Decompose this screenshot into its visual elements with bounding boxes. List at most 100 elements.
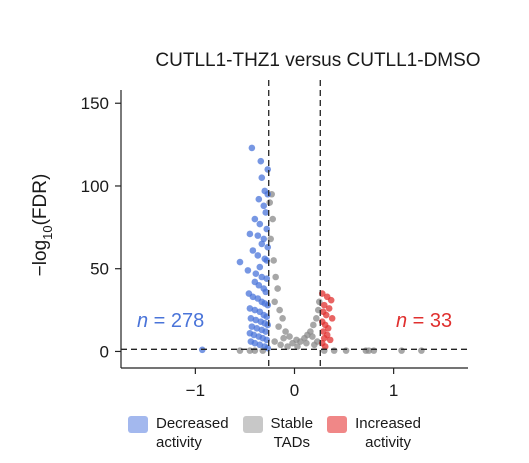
point-stable-23	[315, 298, 323, 306]
point-decreased-1	[257, 157, 265, 165]
point-stable-4	[270, 257, 277, 264]
point-stable-10	[275, 323, 282, 330]
point-stable-12	[286, 333, 293, 340]
point-stable-1	[266, 199, 274, 206]
point-stable-31	[314, 338, 321, 345]
point-stable-28	[277, 341, 284, 349]
point-decreased-48	[253, 324, 261, 332]
point-stable-16	[289, 339, 296, 347]
point-decreased-13	[254, 232, 262, 239]
point-decreased-50	[262, 328, 270, 335]
point-decreased-38	[251, 306, 259, 314]
point-decreased-14	[260, 235, 268, 243]
x-tick-label-0: −1	[186, 381, 205, 400]
point-decreased-47	[248, 323, 256, 330]
legend-label-stable: Stable TADs	[270, 415, 314, 451]
legend-label-increased: Increased activity	[355, 415, 421, 451]
point-decreased-43	[252, 316, 260, 324]
point-decreased-37	[246, 305, 254, 312]
point-stable-32	[236, 347, 244, 354]
chart-title: CUTLL1-THZ1 versus CUTLL1-DMSO	[155, 50, 480, 71]
legend-swatch-increased	[327, 416, 348, 433]
legend-item-stable: Stable TADs	[242, 414, 314, 452]
point-decreased-23	[244, 267, 252, 274]
annotation-left-count: n = 278	[137, 310, 204, 332]
point-decreased-16	[264, 243, 272, 251]
point-decreased-32	[249, 293, 257, 301]
point-stable-26	[294, 343, 301, 350]
point-increased-6	[322, 311, 330, 319]
point-stable-19	[307, 328, 314, 335]
point-decreased-0	[248, 144, 256, 152]
axes-layer: 0 50 100 150 −1 0 1	[81, 80, 468, 400]
point-stable-40	[398, 347, 405, 354]
point-decreased-46	[264, 321, 272, 329]
point-stable-7	[271, 298, 278, 306]
y-axis-label-main: −log	[30, 240, 51, 276]
point-stable-39	[370, 347, 378, 354]
point-stable-24	[309, 333, 316, 340]
point-increased-10	[324, 324, 332, 332]
point-decreased-57	[251, 339, 259, 347]
point-stable-25	[303, 339, 310, 347]
point-increased-3	[320, 301, 328, 309]
point-decreased-36	[264, 301, 272, 309]
point-decreased-6	[255, 195, 263, 203]
point-stable-9	[279, 315, 286, 322]
point-decreased-25	[258, 273, 266, 281]
point-decreased-17	[249, 247, 257, 254]
legend-swatch-stable	[242, 416, 263, 433]
point-decreased-42	[247, 315, 255, 322]
y-tick-label-1: 50	[90, 260, 109, 279]
point-decreased-52	[250, 331, 258, 339]
point-stable-38	[365, 347, 373, 354]
point-decreased-60	[264, 344, 272, 352]
points-layer	[198, 144, 425, 354]
point-decreased-28	[255, 281, 263, 289]
point-increased-16	[321, 343, 329, 350]
point-stable-6	[274, 285, 281, 292]
point-decreased-24	[252, 270, 260, 277]
y-axis-label-sub: 10	[40, 225, 55, 239]
point-stable-36	[342, 347, 350, 354]
point-increased-2	[327, 296, 335, 304]
y-axis-label: −log10(FDR)	[30, 174, 55, 277]
point-decreased-5	[264, 190, 272, 198]
point-stable-8	[276, 306, 283, 314]
y-tick-label-3: 150	[81, 94, 109, 113]
point-decreased-22	[256, 263, 264, 271]
point-increased-13	[320, 334, 328, 342]
point-stable-21	[313, 315, 320, 322]
point-stable-2	[269, 215, 276, 223]
point-decreased-30	[262, 288, 270, 296]
point-decreased-12	[246, 230, 254, 238]
point-stable-29	[271, 338, 278, 345]
legend-item-decreased: Decreased activity	[128, 414, 229, 452]
y-axis-label-tail: (FDR)	[30, 174, 51, 226]
annotation-right-count: n = 33	[396, 310, 452, 332]
point-decreased-10	[256, 220, 264, 228]
point-decreased-58	[256, 341, 264, 349]
y-tick-label-0: 0	[100, 342, 109, 361]
point-stable-20	[310, 321, 317, 329]
svg-text:−log10(FDR): −log10(FDR)	[30, 174, 55, 277]
point-decreased-9	[251, 215, 259, 223]
x-tick-label-2: 1	[389, 381, 398, 400]
x-tick-label-1: 0	[290, 381, 299, 400]
point-decreased-18	[254, 252, 262, 259]
point-stable-13	[280, 334, 287, 342]
legend-item-increased: Increased activity	[327, 414, 421, 452]
legend: Decreased activity Stable TADs Increased…	[128, 414, 435, 452]
y-tick-label-2: 100	[81, 177, 109, 196]
point-decreased-21	[236, 258, 244, 266]
legend-swatch-decreased	[128, 416, 148, 433]
point-increased-7	[328, 315, 336, 322]
point-stable-27	[284, 343, 291, 350]
legend-label-decreased: Decreased activity	[156, 415, 229, 451]
point-decreased-3	[258, 174, 266, 182]
point-stable-41	[418, 347, 425, 354]
point-stable-11	[282, 328, 289, 335]
point-stable-35	[330, 347, 338, 354]
point-stable-5	[272, 273, 279, 281]
